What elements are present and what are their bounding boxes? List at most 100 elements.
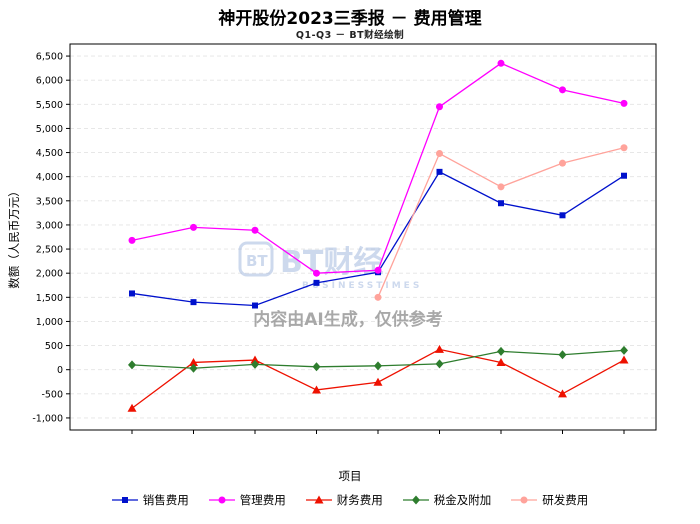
legend-label: 税金及附加 xyxy=(433,493,492,507)
y-tick-label: 1,500 xyxy=(36,293,63,304)
marker-triangle xyxy=(314,495,324,504)
marker-triangle xyxy=(189,357,198,366)
series-line xyxy=(377,147,625,298)
marker-diamond xyxy=(189,363,198,373)
y-tick-label: -500 xyxy=(41,389,63,400)
marker-circle xyxy=(218,496,226,504)
marker-circle xyxy=(128,236,136,244)
y-axis-title: 数额（人民币万元） xyxy=(7,185,21,289)
marker-square xyxy=(252,302,258,309)
y-tick-label: 5,500 xyxy=(36,100,63,111)
y-tick-label: 2,000 xyxy=(36,269,63,280)
y-tick-label: 6,000 xyxy=(36,76,63,87)
x-tick-label: 202303 xyxy=(597,436,630,438)
y-axis: -1,000 -500 0 500 1,000 1,500 2,000 2,500 3,000 3… xyxy=(32,52,656,424)
marker-diamond xyxy=(497,346,505,356)
marker-circle xyxy=(559,86,566,94)
y-tick-label: 5,000 xyxy=(36,124,63,135)
marker-triangle xyxy=(496,357,506,366)
bt-logo-icon xyxy=(238,241,274,277)
marker-diamond xyxy=(558,350,567,360)
legend-label: 研发费用 xyxy=(542,493,589,507)
marker-circle xyxy=(497,59,505,67)
x-tick-label: 201703 xyxy=(228,436,261,438)
line-chart: -1,000 -500 0 500 1,000 1,500 2,000 2,500 3,000 3… xyxy=(32,43,657,438)
marker-circle xyxy=(559,159,566,167)
marker-diamond xyxy=(374,361,382,371)
marker-diamond xyxy=(251,359,259,369)
marker-triangle xyxy=(373,377,383,386)
legend-label: 管理费用 xyxy=(239,493,286,507)
marker-circle xyxy=(374,293,382,301)
plot-border xyxy=(69,43,657,431)
y-tick-label: 6,500 xyxy=(36,52,63,63)
marker-triangle xyxy=(127,403,137,412)
y-tick-label: -1,000 xyxy=(32,413,63,424)
y-tick-label: 1,000 xyxy=(36,317,63,328)
legend-item: 税金及附加 xyxy=(402,492,492,508)
marker-square xyxy=(313,279,320,286)
y-tick-label: 3,500 xyxy=(36,196,63,207)
x-tick-label: 202103 xyxy=(474,436,507,438)
x-tick-label: 202203 xyxy=(535,436,568,438)
marker-circle xyxy=(190,223,197,231)
legend-item: 财务费用 xyxy=(305,492,383,508)
marker-circle xyxy=(436,103,443,111)
marker-circle xyxy=(620,99,628,107)
marker-circle xyxy=(520,496,528,504)
x-tick-label: 202003 xyxy=(412,436,445,438)
marker-diamond xyxy=(312,362,321,372)
x-axis-title: 项目 xyxy=(338,469,362,483)
legend-marker-icon xyxy=(305,495,332,504)
x-tick-label: 201903 xyxy=(351,436,384,438)
legend: 销售费用 管理费用 财务费用 税金及附加 研发费用 xyxy=(0,492,700,508)
marker-square xyxy=(190,299,197,306)
marker-square xyxy=(129,290,135,297)
watermark-note: 内容由AI生成，仅供参考 xyxy=(253,309,442,330)
marker-triangle xyxy=(435,344,444,353)
x-tick-label: 201803 xyxy=(289,436,322,438)
marker-circle xyxy=(436,150,443,158)
marker-circle xyxy=(620,144,628,152)
chart-subtitle: Q1-Q3 － BT财经绘制 xyxy=(295,30,405,41)
marker-triangle xyxy=(250,355,260,364)
legend-item: 管理费用 xyxy=(208,492,286,508)
legend-label: 财务费用 xyxy=(336,493,383,507)
y-tick-label: 3,000 xyxy=(36,220,63,231)
series-triangle-line xyxy=(127,344,629,412)
marker-circle xyxy=(313,269,320,277)
marker-square xyxy=(436,168,443,175)
marker-triangle xyxy=(558,389,567,398)
legend-marker-icon xyxy=(511,496,538,504)
y-tick-label: 500 xyxy=(45,341,63,352)
legend-item: 研发费用 xyxy=(511,492,588,508)
marker-triangle xyxy=(312,385,321,394)
x-tick-label: 201503 xyxy=(105,436,138,438)
legend-item: 销售费用 xyxy=(111,492,189,508)
marker-triangle xyxy=(619,355,629,364)
legend-marker-icon xyxy=(208,496,235,504)
x-tick-label: 201603 xyxy=(166,436,199,438)
marker-diamond xyxy=(620,345,628,355)
watermark-brand-sub: BUSINESSTIMES xyxy=(302,281,422,291)
legend-marker-icon xyxy=(402,495,429,505)
chart-title: 神开股份2023三季报 － 费用管理 xyxy=(218,9,482,29)
y-tick-label: 4,500 xyxy=(36,148,63,159)
marker-circle xyxy=(374,266,382,274)
series-diamond-line xyxy=(128,345,628,373)
watermark-brand: BT财经 xyxy=(280,245,383,280)
y-tick-label: 4,000 xyxy=(36,172,63,183)
marker-square xyxy=(621,172,627,179)
marker-diamond xyxy=(411,495,420,505)
y-tick-label: 0 xyxy=(57,365,63,376)
marker-square xyxy=(559,212,566,219)
series-circle-line xyxy=(374,144,628,301)
series-circle-line xyxy=(128,59,628,277)
marker-square xyxy=(121,497,128,503)
legend-label: 销售费用 xyxy=(142,493,189,507)
bt-logo-text: BT xyxy=(246,252,268,270)
y-tick-label: 2,500 xyxy=(36,245,63,256)
marker-circle xyxy=(497,183,505,191)
